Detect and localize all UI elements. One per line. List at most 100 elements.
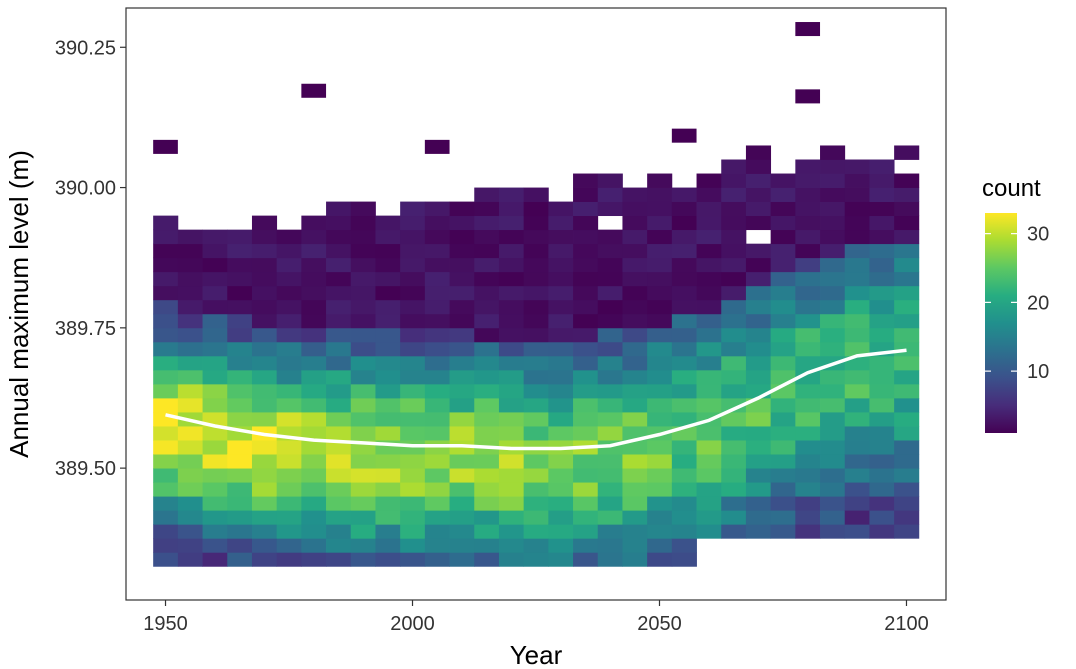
heatmap-cell	[251, 496, 278, 511]
heatmap-cell	[251, 243, 278, 259]
heatmap-cell	[301, 229, 327, 245]
heatmap-cell	[647, 299, 673, 315]
heatmap-cell	[770, 524, 796, 539]
heatmap-cell	[202, 524, 228, 539]
heatmap-cell	[795, 313, 821, 329]
heatmap-cell	[820, 187, 846, 202]
heatmap-cell	[227, 285, 253, 301]
heatmap-cell	[498, 482, 525, 497]
heatmap-cell	[276, 327, 302, 343]
heatmap-cell	[820, 285, 846, 301]
heatmap-cell	[449, 327, 475, 343]
heatmap-cell	[894, 271, 920, 287]
heatmap-cell	[869, 257, 895, 273]
heatmap-cell	[745, 454, 772, 469]
heatmap-cell	[844, 159, 870, 174]
heatmap-cell	[474, 299, 500, 315]
heatmap-cell	[894, 426, 920, 441]
heatmap-cell	[424, 257, 450, 273]
heatmap-cell	[350, 271, 376, 287]
heatmap-cell	[251, 355, 278, 371]
heatmap-cell	[177, 496, 203, 511]
heatmap-cell	[745, 327, 772, 343]
heatmap-cell	[573, 412, 599, 427]
heatmap-cell	[597, 369, 623, 385]
heatmap-cell	[597, 355, 623, 371]
heatmap-cell	[523, 412, 549, 427]
heatmap-cell	[696, 327, 722, 343]
heatmap-cell	[869, 187, 895, 202]
heatmap-cell	[326, 426, 352, 441]
legend: count 10 20 30	[982, 175, 1049, 433]
heatmap-cell	[745, 524, 772, 539]
heatmap-cell	[474, 215, 500, 231]
heatmap-cell	[573, 229, 599, 245]
heatmap-cell	[326, 243, 352, 259]
heatmap-cell	[548, 383, 574, 399]
heatmap-cell	[449, 383, 475, 399]
heatmap-cell	[474, 426, 500, 441]
heatmap-cell	[548, 313, 574, 329]
heatmap-cell	[153, 538, 179, 553]
heatmap-cell	[844, 397, 870, 413]
heatmap-cell	[375, 355, 401, 371]
heatmap-cell	[202, 313, 228, 329]
heatmap-cell	[400, 299, 426, 315]
heatmap-cell	[721, 355, 747, 371]
heatmap-cell	[523, 229, 549, 245]
heatmap-cell	[177, 369, 203, 385]
heatmap-cell	[820, 510, 846, 525]
heatmap-cell	[721, 313, 747, 329]
heatmap-cell	[153, 243, 179, 259]
heatmap-cell	[400, 482, 426, 497]
heatmap-cell	[721, 187, 747, 202]
heatmap-cell	[647, 313, 673, 329]
heatmap-cell	[523, 215, 549, 231]
heatmap-cell	[153, 139, 178, 154]
heatmap-cell	[573, 524, 599, 539]
heatmap-cell	[647, 229, 673, 245]
heatmap-cell	[301, 426, 327, 441]
heatmap-cell	[548, 215, 574, 231]
heatmap-cell	[597, 257, 623, 273]
heatmap-cell	[498, 552, 525, 567]
heatmap-cell	[350, 313, 376, 329]
heatmap-cell	[647, 552, 673, 567]
heatmap-cell	[474, 243, 500, 259]
heatmap-cell	[597, 482, 623, 497]
heatmap-cell	[894, 440, 920, 455]
heatmap-cell	[153, 299, 179, 315]
heatmap-cell	[202, 271, 228, 287]
heatmap-cell	[622, 369, 648, 385]
heatmap-cell	[498, 341, 525, 357]
heatmap-cell	[301, 257, 327, 273]
heatmap-cell	[894, 496, 920, 511]
heatmap-cell	[548, 201, 574, 217]
heatmap-cell	[177, 243, 203, 259]
heatmap-cell	[647, 355, 673, 371]
heatmap-cell	[153, 341, 179, 357]
heatmap-cell	[770, 299, 796, 315]
heatmap-cell	[350, 299, 376, 315]
heatmap-cell	[820, 412, 846, 427]
heatmap-cell	[227, 271, 253, 287]
heatmap-cell	[523, 327, 549, 343]
heatmap-cell	[326, 201, 352, 217]
heatmap-cell	[227, 468, 253, 483]
heatmap-cell	[449, 552, 475, 567]
heatmap-cell	[647, 510, 673, 525]
heatmap-cell	[894, 482, 920, 497]
heatmap-cell	[400, 426, 426, 441]
heatmap-cell	[523, 397, 549, 413]
heatmap-cell	[498, 215, 525, 231]
heatmap-cell	[498, 524, 525, 539]
heatmap-cell	[474, 201, 500, 217]
heatmap-cell	[400, 412, 426, 427]
heatmap-cell	[696, 285, 722, 301]
heatmap-cell	[820, 257, 846, 273]
heatmap-cell	[424, 355, 450, 371]
heatmap-cell	[869, 173, 895, 188]
heatmap-cell	[573, 327, 599, 343]
heatmap-cell	[795, 229, 821, 245]
heatmap-cell	[326, 257, 352, 273]
